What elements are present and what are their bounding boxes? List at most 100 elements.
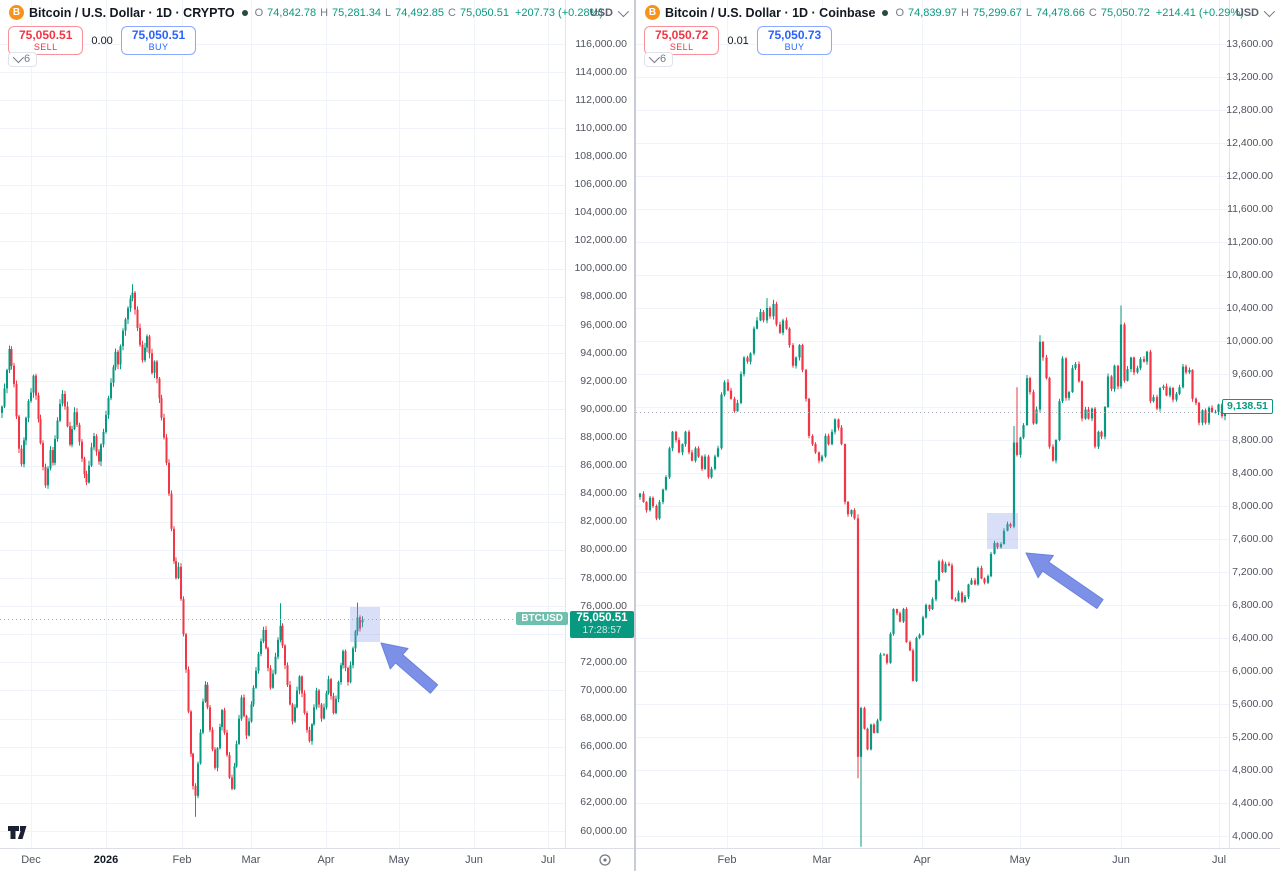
price-tick-label: 70,000.00 (580, 683, 627, 696)
price-tick-label: 8,000.00 (1232, 499, 1273, 512)
trade-buttons: 75,050.51 SELL 0.00 75,050.51 BUY (8, 26, 197, 56)
chart-panel-right: 13,600.00 13,200.00 12,800.00 12,400.00 12,0… (636, 0, 1280, 871)
symbol-chip: BTCUSD (516, 612, 568, 626)
price-tick-label: 78,000.00 (580, 571, 627, 584)
price-tick-label: 4,400.00 (1232, 796, 1273, 809)
price-tick-label: 60,000.00 (580, 824, 627, 837)
price-tick-label: 6,000.00 (1232, 664, 1273, 677)
trade-buttons: 75,050.72 SELL 0.01 75,050.73 BUY (644, 26, 833, 56)
market-status-icon[interactable] (882, 9, 889, 16)
price-tick-label: 64,000.00 (580, 768, 627, 781)
price-axis[interactable]: 13,600.00 13,200.00 12,800.00 12,400.00 12,0… (1226, 0, 1280, 848)
annotation-arrow (1025, 552, 1104, 609)
time-tick-label: Feb (172, 854, 192, 866)
price-tick-label: 11,200.00 (1227, 235, 1273, 248)
time-tick-label: Dec (21, 854, 41, 866)
time-tick-label: Jul (540, 854, 556, 866)
price-tick-label: 110,000.00 (575, 121, 627, 134)
price-tick-label: 92,000.00 (580, 374, 627, 387)
price-axis[interactable]: 116,000.00 114,000.00 112,000.00 110,000.00… (565, 0, 634, 848)
candlestick-chart[interactable] (0, 0, 566, 848)
price-tick-label: 76,000.00 (580, 599, 627, 612)
last-price-label: 9,138.51 (1222, 399, 1273, 415)
chart-panel-left: 116,000.00 114,000.00 112,000.00 110,000.00… (0, 0, 634, 871)
price-tick-label: 7,600.00 (1232, 532, 1273, 545)
highlight-box (350, 607, 380, 642)
currency-selector[interactable]: USD (1236, 5, 1276, 19)
price-tick-label: 8,400.00 (1232, 466, 1273, 479)
price-tick-label: 7,200.00 (1232, 565, 1273, 578)
spread-value: 0.00 (91, 34, 113, 47)
tradingview-logo[interactable] (7, 824, 33, 841)
time-tick-label: Apr (913, 854, 931, 866)
price-tick-label: 10,800.00 (1226, 268, 1273, 281)
price-tick-label: 82,000.00 (580, 515, 627, 528)
last-price-value: 9,138.51 (1227, 400, 1268, 413)
time-tick-label: 2026 (93, 854, 119, 866)
price-tick-label: 10,400.00 (1226, 301, 1273, 314)
price-tick-label: 13,600.00 (1226, 37, 1273, 50)
change-value: +214.41 (+0.29%) (1155, 6, 1244, 19)
price-tick-label: 62,000.00 (580, 796, 627, 809)
price-tick-label: 10,000.00 (1226, 334, 1273, 347)
price-tick-label: 104,000.00 (574, 206, 627, 219)
symbol-title[interactable]: Bitcoin / U.S. Dollar · 1D · CRYPTO (29, 5, 235, 20)
time-tick-label: Apr (317, 854, 335, 866)
last-price-label: BTCUSD 75,050.51 17:28:57 (516, 611, 634, 639)
buy-button[interactable]: 75,050.51 BUY (120, 26, 197, 56)
price-tick-label: 96,000.00 (580, 318, 627, 331)
price-tick-label: 80,000.00 (580, 543, 627, 556)
sell-button[interactable]: 75,050.51 SELL (8, 26, 84, 56)
price-tick-label: 116,000.00 (575, 37, 627, 50)
ohlc-values: O 74,842.78 H 75,281.34 L 74,492.85 C 75,050… (254, 6, 604, 19)
price-tick-label: 6,400.00 (1232, 631, 1273, 644)
bar-countdown: 17:28:57 (582, 625, 622, 637)
price-tick-label: 86,000.00 (580, 459, 627, 472)
price-tick-label: 6,800.00 (1232, 598, 1273, 611)
bitcoin-icon: B (645, 5, 660, 20)
time-axis[interactable]: Feb Mar Apr May Jun Jul (636, 848, 1280, 871)
buy-button[interactable]: 75,050.73 BUY (756, 26, 833, 56)
sell-button[interactable]: 75,050.72 SELL (644, 26, 720, 56)
price-tick-label: 106,000.00 (574, 178, 627, 191)
price-tick-label: 108,000.00 (574, 149, 627, 162)
price-tick-label: 66,000.00 (580, 740, 627, 753)
ohlc-values: O 74,839.97 H 75,299.67 L 74,478.66 C 75,050… (895, 6, 1244, 19)
price-tick-label: 13,200.00 (1226, 70, 1273, 83)
currency-selector[interactable]: USD (590, 5, 630, 19)
chart-legend: B Bitcoin / U.S. Dollar · 1D · Coinbase … (645, 5, 1244, 20)
market-status-icon[interactable] (241, 9, 248, 16)
chevron-down-icon (12, 51, 25, 64)
price-tick-label: 94,000.00 (580, 346, 627, 359)
time-tick-label: Mar (241, 854, 261, 866)
go-to-realtime-icon[interactable] (598, 853, 612, 867)
time-tick-label: May (388, 854, 410, 866)
last-price-value: 75,050.51 (576, 612, 628, 625)
price-tick-label: 12,800.00 (1226, 103, 1273, 116)
price-tick-label: 8,800.00 (1232, 433, 1273, 446)
panel-divider[interactable] (634, 0, 636, 871)
time-tick-label: Jul (1211, 854, 1227, 866)
price-tick-label: 9,600.00 (1232, 367, 1273, 380)
price-tick-label: 12,400.00 (1226, 136, 1273, 149)
time-tick-label: Jun (1112, 854, 1130, 866)
symbol-title[interactable]: Bitcoin / U.S. Dollar · 1D · Coinbase (665, 5, 876, 20)
time-axis[interactable]: Dec 2026 Feb Mar Apr May Jun Jul (0, 848, 634, 871)
price-tick-label: 11,600.00 (1227, 202, 1273, 215)
chevron-down-icon (648, 51, 661, 64)
bitcoin-icon: B (9, 5, 24, 20)
price-tick-label: 114,000.00 (575, 65, 627, 78)
price-tick-label: 88,000.00 (580, 431, 627, 443)
price-tick-label: 4,000.00 (1232, 829, 1273, 842)
price-tick-label: 5,600.00 (1232, 697, 1273, 710)
spread-value: 0.01 (727, 34, 749, 47)
price-tick-label: 102,000.00 (574, 234, 627, 247)
price-tick-label: 12,000.00 (1226, 169, 1273, 182)
candlestick-chart[interactable] (636, 0, 1230, 848)
price-tick-label: 4,800.00 (1232, 763, 1273, 776)
indicators-collapse-button[interactable]: 6 (644, 51, 674, 67)
indicators-collapse-button[interactable]: 6 (8, 51, 38, 67)
time-tick-label: Feb (717, 854, 737, 866)
